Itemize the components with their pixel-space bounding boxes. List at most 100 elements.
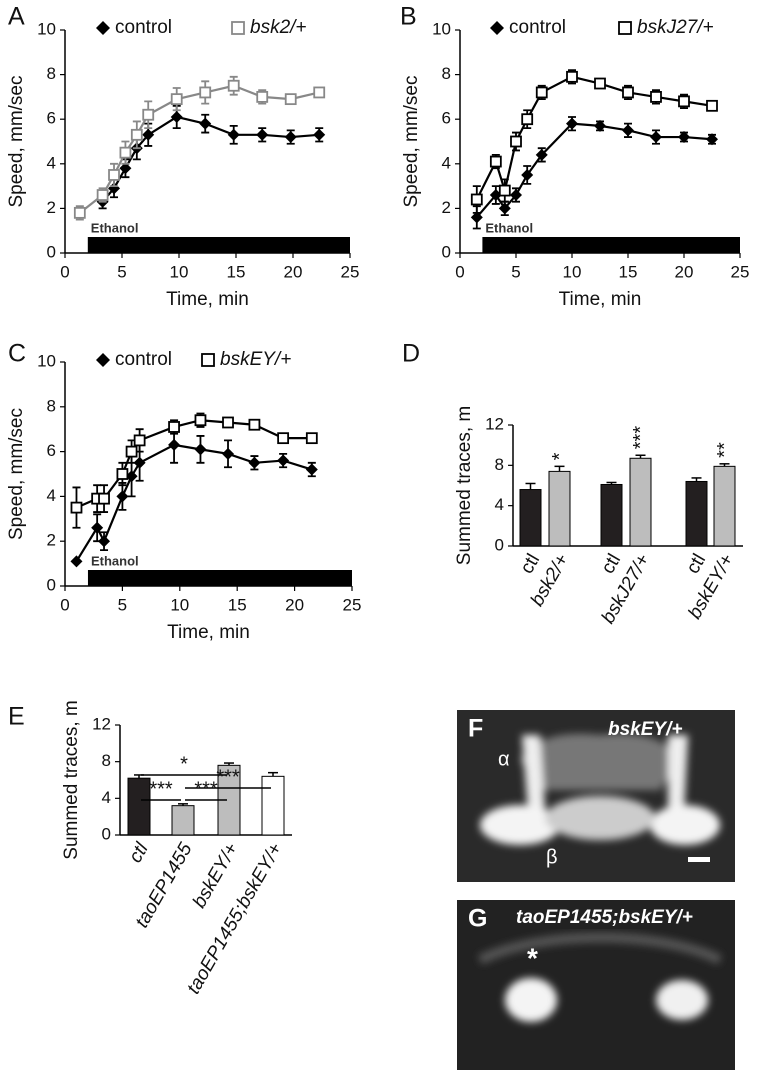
point	[70, 501, 83, 514]
y-tick-label: 6	[442, 109, 451, 128]
y-axis-title: Summed traces, m	[61, 700, 82, 859]
x-tick-label: 15	[227, 262, 246, 281]
point	[248, 456, 261, 469]
x-tick-label: 25	[341, 262, 360, 281]
y-axis-title: Speed, mm/sec	[6, 76, 27, 208]
point	[650, 91, 662, 103]
bar	[685, 480, 708, 547]
ethanol-bar	[87, 570, 353, 586]
panel-label: F	[468, 715, 483, 743]
point	[222, 447, 235, 460]
point	[305, 463, 318, 476]
significance: **	[714, 442, 736, 458]
point	[199, 86, 212, 99]
panel-label: B	[400, 3, 417, 31]
point	[142, 128, 155, 141]
point	[305, 432, 318, 445]
y-tick-label: 0	[442, 242, 451, 261]
point	[284, 93, 297, 106]
point	[133, 434, 146, 447]
y-axis-title: Speed, mm/sec	[401, 76, 422, 208]
y-tick-label: 0	[102, 824, 111, 843]
point	[168, 421, 180, 433]
point	[133, 456, 146, 469]
y-tick-label: 6	[47, 109, 56, 128]
point	[256, 128, 269, 141]
point	[622, 86, 634, 99]
y-tick-label: 6	[47, 441, 56, 460]
point	[566, 70, 578, 83]
point	[594, 119, 606, 132]
x-tick-label: 20	[285, 595, 304, 614]
point	[170, 93, 183, 106]
bar	[548, 470, 571, 547]
scale-bar	[688, 857, 710, 862]
legend-label: bskJ27/+	[637, 17, 714, 38]
panel-label: C	[8, 340, 26, 368]
point	[222, 416, 234, 429]
x-tick-label: 10	[170, 262, 189, 281]
legend-marker	[490, 21, 504, 35]
y-tick-label: 8	[102, 751, 111, 770]
point	[650, 131, 662, 144]
point	[510, 135, 522, 148]
x-tick-label: 20	[675, 262, 694, 281]
point	[678, 131, 690, 144]
ethanol-label: Ethanol	[485, 220, 533, 235]
point	[535, 86, 548, 99]
point	[168, 438, 181, 451]
significance: ***	[630, 426, 652, 450]
x-tick-label: ctl	[516, 551, 544, 578]
point	[194, 414, 207, 427]
legend-label: bskEY/+	[220, 349, 291, 370]
y-tick-label: 2	[47, 198, 56, 217]
image-g: G taoEP1455;bskEY/+ *	[457, 900, 735, 1070]
y-tick-label: 4	[102, 788, 111, 807]
point	[489, 155, 502, 168]
bar	[600, 483, 623, 547]
y-tick-label: 12	[485, 414, 504, 433]
x-tick-label: 0	[455, 262, 464, 281]
y-tick-label: 8	[47, 396, 56, 415]
y-tick-label: 8	[47, 64, 56, 83]
x-tick-label: 10	[170, 595, 189, 614]
x-tick-label: 0	[60, 262, 69, 281]
point	[277, 454, 290, 467]
point	[96, 189, 109, 201]
point	[130, 128, 143, 141]
bar	[171, 805, 195, 836]
point	[566, 117, 578, 130]
ethanol-bar	[482, 237, 740, 253]
bar	[261, 775, 285, 836]
point	[313, 128, 326, 141]
point	[119, 146, 132, 159]
series-line	[75, 443, 313, 562]
image-label: taoEP1455;bskEY/+	[516, 907, 693, 928]
x-tick-label: 25	[343, 595, 362, 614]
x-tick-label: 20	[284, 262, 303, 281]
mushroom-body	[480, 733, 720, 845]
point	[498, 202, 511, 215]
point	[510, 189, 522, 202]
bar	[629, 457, 652, 547]
x-axis-title: Time, min	[167, 622, 250, 643]
point	[277, 432, 290, 445]
point	[594, 77, 606, 90]
point	[98, 535, 111, 548]
legend-label: control	[115, 349, 172, 370]
image-f: F bskEY/+ α β	[457, 710, 735, 882]
panel-label: A	[8, 3, 25, 31]
point	[116, 468, 129, 480]
comparison-label: ***	[194, 778, 218, 800]
panel-label: E	[8, 703, 25, 731]
y-tick-label: 8	[442, 64, 451, 83]
point	[248, 418, 261, 431]
lobe-label: α	[498, 748, 510, 770]
comparison-label: ***	[149, 778, 173, 800]
point	[489, 189, 502, 202]
x-tick-label: 5	[511, 262, 520, 281]
y-tick-label: 4	[495, 495, 504, 514]
x-tick-label: ctl	[125, 839, 153, 867]
point	[125, 445, 138, 458]
x-tick-label: ctl	[597, 551, 625, 578]
